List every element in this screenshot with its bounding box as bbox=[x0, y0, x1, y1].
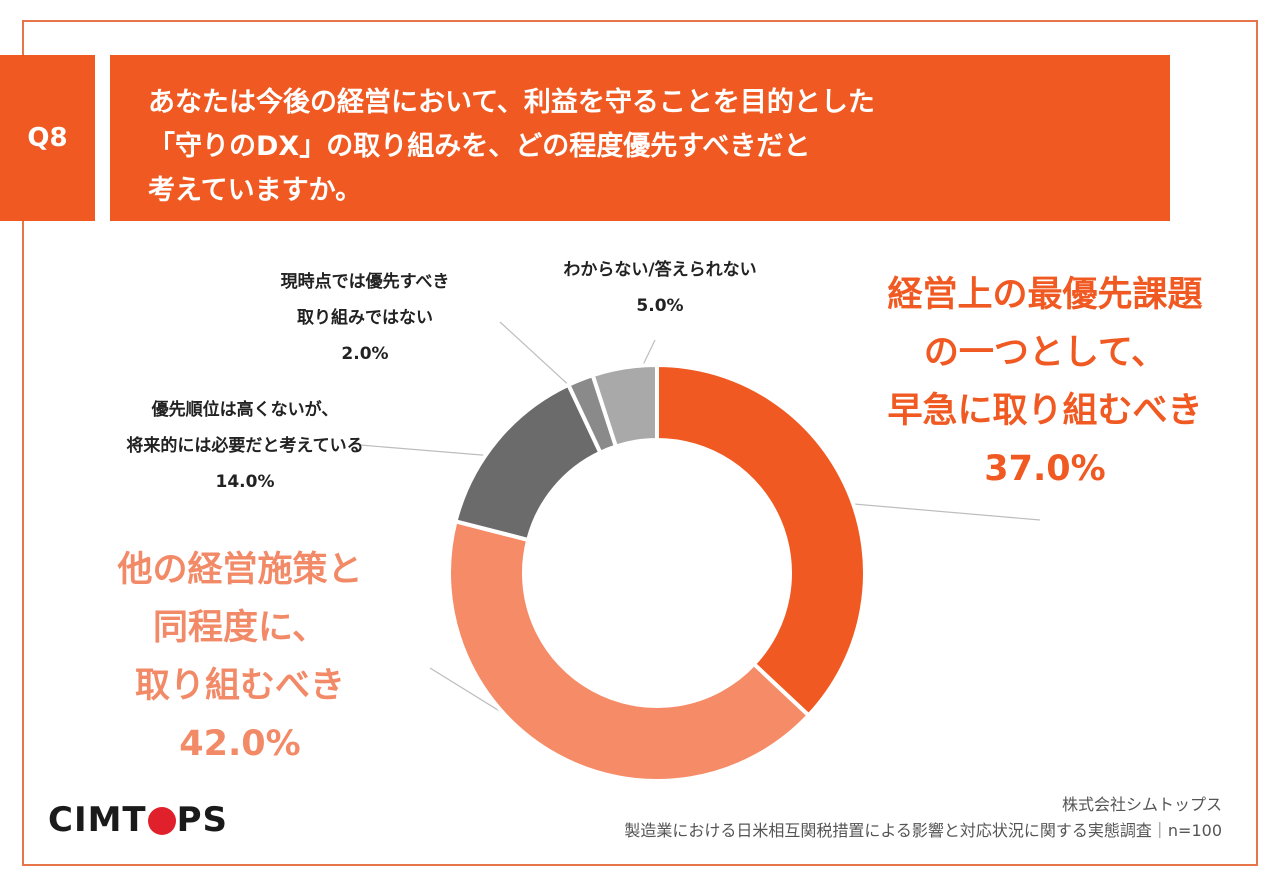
question-box: あなたは今後の経営において、利益を守ることを目的とした 「守りのDX」の取り組み… bbox=[110, 55, 1170, 221]
footer-survey: 製造業における日米相互関税措置による影響と対応状況に関する実態調査｜n=100 bbox=[624, 821, 1222, 840]
slide-frame bbox=[22, 20, 1258, 866]
donut-slices bbox=[447, 362, 867, 783]
question-number-tab: Q8 bbox=[0, 55, 95, 221]
logo-text-start: CIMT bbox=[48, 800, 147, 840]
slice-label-not-now-line-1: 現時点では優先すべき bbox=[280, 272, 450, 292]
slice-value-future: 14.0% bbox=[215, 472, 275, 492]
question-line-3: 考えていますか。 bbox=[148, 175, 363, 206]
slice-value-unknown: 5.0% bbox=[636, 296, 684, 316]
slice-label-top-priority: 経営上の最優先課題 の一つとして、 早急に取り組むべき 37.0% bbox=[855, 266, 1235, 498]
question-number: Q8 bbox=[27, 123, 68, 153]
slice-label-future-line-1: 優先順位は高くないが、 bbox=[151, 400, 339, 420]
slice-label-same-level: 他の経営施策と 同程度に、 取り組むべき 42.0% bbox=[60, 541, 420, 773]
footer-company: 株式会社シムトップス bbox=[1061, 795, 1222, 814]
donut-slice-top-priority bbox=[655, 362, 867, 719]
slice-label-unknown: わからない/答えられない 5.0% bbox=[510, 252, 810, 324]
slice-label-not-now-line-2: 取り組みではない bbox=[297, 308, 433, 328]
slice-label-top-priority-line-3: 早急に取り組むべき bbox=[887, 391, 1203, 431]
slice-value-same-level: 42.0% bbox=[179, 724, 301, 764]
question-line-2: 「守りのDX」の取り組みを、どの程度優先すべきだと bbox=[148, 131, 811, 162]
logo-red-dot-icon bbox=[147, 807, 176, 835]
leader-line-top-priority bbox=[822, 500, 1041, 521]
slice-label-same-level-line-1: 他の経営施策と bbox=[117, 550, 363, 590]
slice-label-not-now: 現時点では優先すべき 取り組みではない 2.0% bbox=[240, 264, 490, 372]
slice-label-same-level-line-2: 同程度に、 bbox=[153, 608, 327, 648]
slice-label-top-priority-line-1: 経営上の最優先課題 bbox=[887, 275, 1203, 315]
logo-text-end: PS bbox=[176, 800, 229, 840]
slice-label-same-level-line-3: 取り組むべき bbox=[134, 666, 345, 706]
donut-slice-same-level bbox=[447, 518, 812, 783]
company-logo: CIMT PS bbox=[48, 800, 228, 840]
donut-slice-unknown bbox=[590, 362, 659, 450]
slice-label-top-priority-line-2: の一つとして、 bbox=[923, 333, 1167, 373]
question-line-1: あなたは今後の経営において、利益を守ることを目的とした bbox=[148, 87, 875, 118]
slice-label-unknown-line-1: わからない/答えられない bbox=[563, 260, 757, 280]
slice-value-not-now: 2.0% bbox=[341, 344, 389, 364]
slice-value-top-priority: 37.0% bbox=[984, 449, 1106, 489]
slice-label-future: 優先順位は高くないが、 将来的には必要だと考えている 14.0% bbox=[100, 392, 390, 500]
slice-label-future-line-2: 将来的には必要だと考えている bbox=[126, 436, 364, 456]
footer: 株式会社シムトップス 製造業における日米相互関税措置による影響と対応状況に関する… bbox=[624, 792, 1222, 844]
